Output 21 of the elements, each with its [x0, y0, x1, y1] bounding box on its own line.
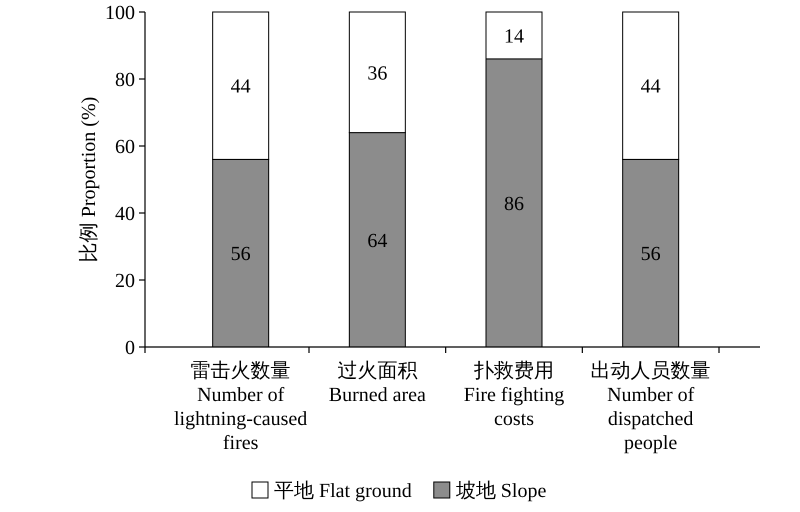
legend-label: 平地 Flat ground: [274, 480, 412, 502]
y-tick-label: 60: [115, 136, 135, 158]
data-label: 36: [367, 62, 388, 84]
data-label: 44: [230, 76, 251, 98]
y-tick-label: 40: [115, 203, 135, 225]
data-label: 64: [367, 230, 388, 252]
legend-label: 坡地 Slope: [454, 480, 546, 502]
x-tick-label: 雷击火数量 Number of lightning-caused fires: [174, 360, 308, 454]
data-label: 56: [230, 243, 251, 266]
y-tick-label: 80: [115, 69, 135, 91]
x-tick-label: 出动人员数量 Number of dispatched people: [590, 360, 711, 454]
y-tick-label: 0: [125, 337, 135, 359]
data-label: 56: [640, 243, 661, 266]
data-label: 86: [504, 192, 524, 215]
x-tick-label: 过火面积 Burned area: [328, 360, 426, 406]
data-label: 14: [504, 25, 524, 48]
data-label: 44: [640, 76, 661, 98]
y-axis-title: 比例 Proportion (%): [78, 96, 100, 262]
y-tick-label: 100: [105, 2, 135, 24]
x-tick-label: 扑救费用 Fire fighting costs: [464, 360, 564, 430]
y-tick-label: 20: [115, 270, 135, 292]
